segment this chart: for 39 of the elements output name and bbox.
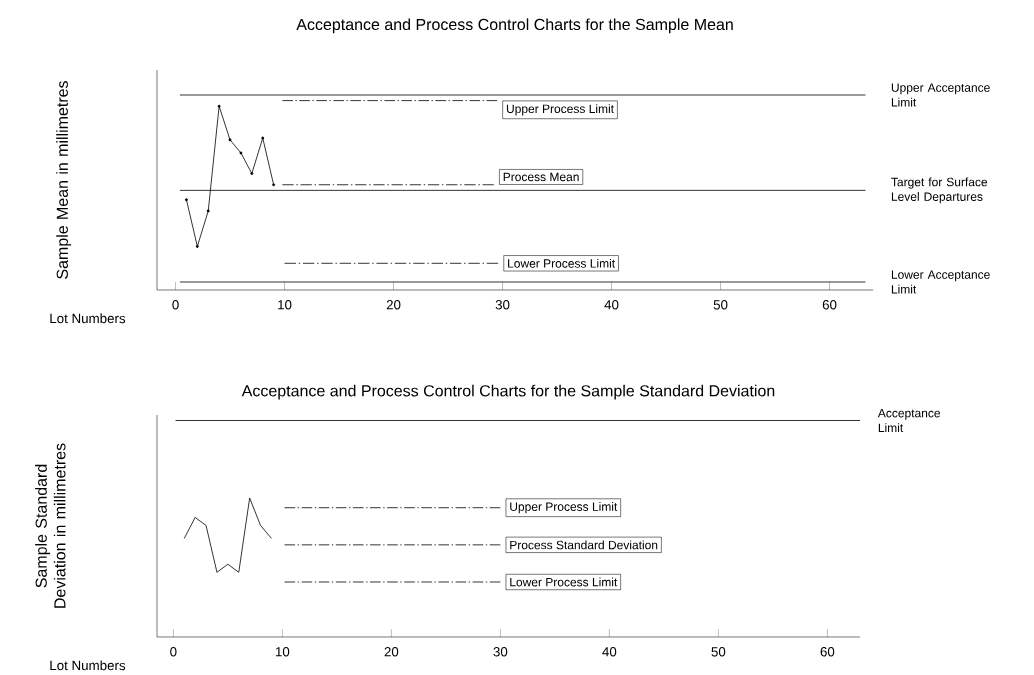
- series-label: Upper Process Limit: [506, 104, 614, 116]
- x-axis-title: Lot Numbers: [50, 313, 126, 324]
- point: [217, 104, 221, 108]
- x-tick-label: 10: [278, 300, 292, 310]
- x-tick-label: 0: [172, 300, 179, 310]
- point: [250, 172, 254, 176]
- x-tick-label: 30: [495, 300, 510, 310]
- point: [261, 136, 265, 140]
- chart-title: Acceptance and Process Control Charts for the Sample Standard Deviation: [241, 384, 775, 400]
- text: Lower Acceptance Limit: [891, 270, 990, 294]
- series-label: Lower Process Limit: [508, 259, 616, 268]
- x-tick-label: 60: [822, 300, 837, 310]
- series-label: Process Standard Deviation: [510, 540, 658, 550]
- x-tick-label: 50: [713, 300, 728, 310]
- series-label: Acceptance Limit: [877, 409, 941, 433]
- x-tick-label: 20: [384, 647, 399, 657]
- y-axis-title: Sample Standard Deviation in millimetres: [35, 443, 66, 608]
- chart-title: Acceptance and Process Control Charts for the Sample Mean: [296, 18, 733, 34]
- x-tick-label: 30: [493, 647, 508, 657]
- point: [228, 138, 232, 142]
- x-axis-title: Lot Numbers: [50, 660, 126, 671]
- x-tick-label: 40: [602, 647, 617, 657]
- point: [195, 245, 199, 249]
- x-tick-label: 40: [604, 300, 619, 310]
- text: Target for Surface Level Departures: [891, 177, 988, 204]
- y-axis-title: Sample Mean in millimetres: [56, 81, 72, 280]
- x-tick-label: 50: [711, 647, 726, 657]
- point: [239, 151, 243, 155]
- series-label: Process Mean: [503, 172, 579, 182]
- x-tick-label: 20: [386, 300, 401, 310]
- text: Upper Acceptance Limit: [891, 83, 990, 107]
- point: [272, 183, 276, 187]
- x-tick-label: 0: [170, 647, 177, 657]
- x-tick-label: 10: [275, 647, 290, 657]
- x-tick-label: 60: [820, 647, 835, 657]
- point: [206, 209, 210, 213]
- point: [184, 198, 188, 202]
- series-label: Upper Process Limit: [510, 502, 618, 514]
- series-label: Lower Process Limit: [510, 577, 618, 587]
